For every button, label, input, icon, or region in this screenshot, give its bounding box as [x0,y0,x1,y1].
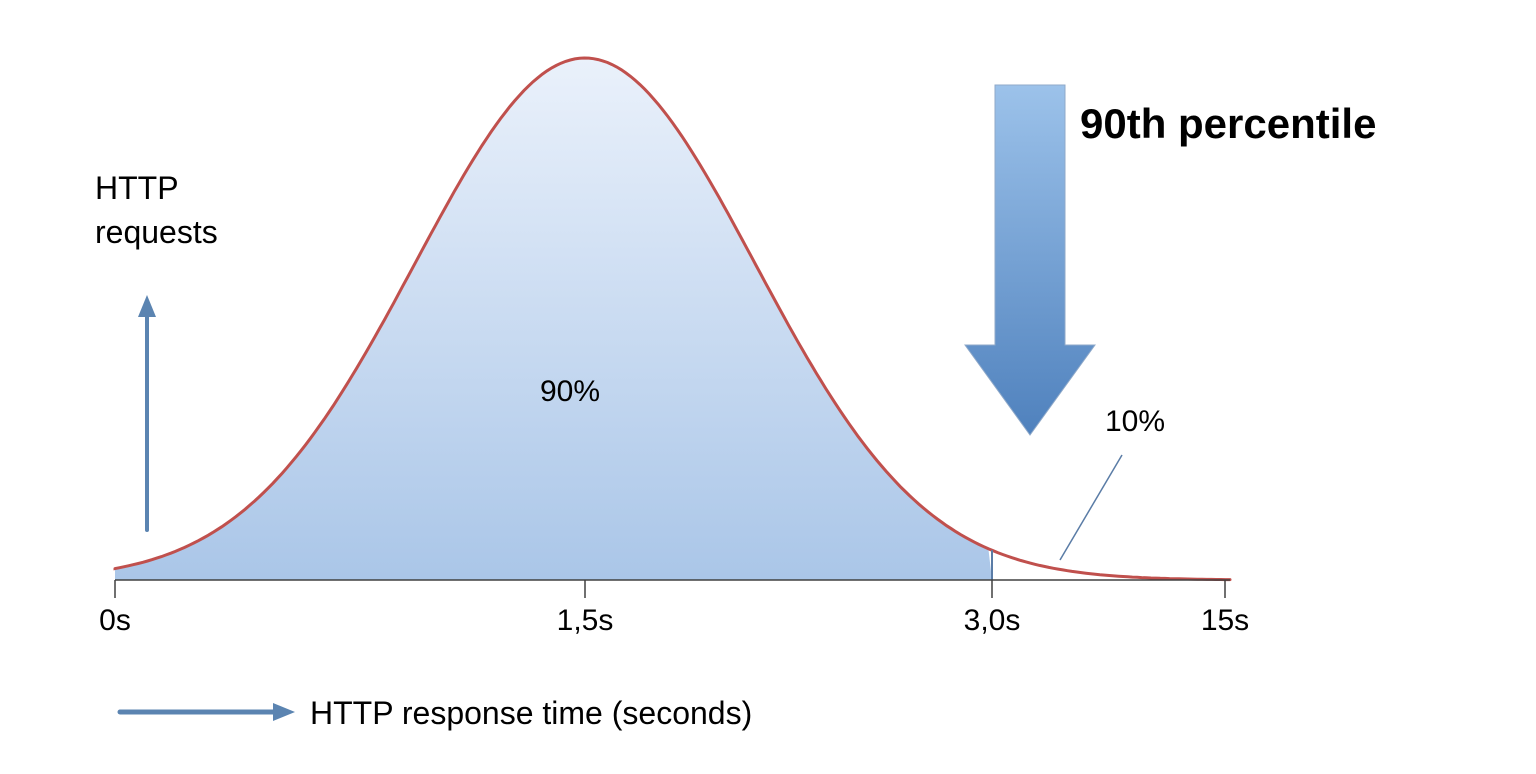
percentile-title: 90th percentile [1080,100,1376,148]
y-axis-label-line2: requests [95,214,218,251]
ninety-percent-label: 90% [540,375,600,409]
x-tick-label: 15s [1201,604,1249,637]
y-axis-label-line1: HTTP [95,170,179,207]
percentile-arrow-icon [965,85,1095,435]
x-tick-label: 3,0s [964,604,1021,637]
x-tick-label: 1,5s [557,604,614,637]
y-axis-arrow-head [138,295,156,317]
x-label-arrow-head [273,703,295,721]
ten-percent-leader [1060,455,1122,560]
curve-fill-90pct [115,58,992,580]
x-tick-label: 0s [99,604,131,637]
ten-percent-label: 10% [1105,405,1165,439]
x-axis-label: HTTP response time (seconds) [310,695,752,732]
